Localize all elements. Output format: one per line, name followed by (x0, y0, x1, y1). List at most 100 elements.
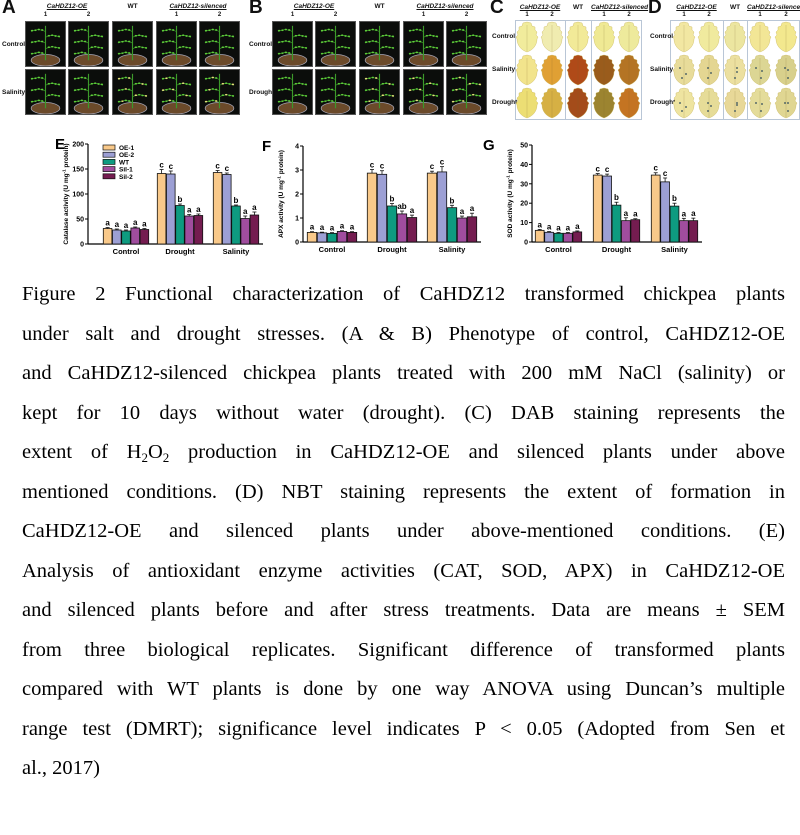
group-label-wt: WT (374, 3, 385, 10)
row-label: Drought (249, 89, 275, 96)
plant-photo (68, 69, 109, 115)
significance-letter: a (682, 209, 687, 218)
leaf-image (672, 21, 696, 53)
bar-oe-1-salinity (426, 172, 438, 243)
y-axis-label-part: -1 (506, 175, 511, 179)
legend-swatch-oe-2 (102, 151, 116, 158)
significance-letter: a (566, 223, 571, 232)
y-axis-label-part: protein) (278, 150, 285, 176)
significance-letter: b (234, 196, 239, 205)
column-number: 2 (784, 12, 788, 18)
group-divider (591, 20, 592, 120)
y-tick-label: 1 (295, 216, 299, 223)
significance-letter: a (460, 207, 465, 216)
group-label-wt: WT (572, 4, 584, 11)
legend-label: Sil-1 (119, 167, 133, 174)
bar-sil-1-drought (184, 215, 194, 245)
bar-wt-salinity (231, 205, 241, 245)
significance-letter: c (430, 162, 435, 171)
panel-letter-b: B (249, 0, 263, 18)
caption-line: Figure 2 Functional characterization of … (22, 283, 785, 305)
column-number: 2 (86, 12, 91, 18)
bar-wt-control (121, 230, 131, 245)
group-label-wt: WT (729, 4, 741, 11)
plant-photo (156, 21, 197, 67)
caption-text: extent of H (22, 441, 142, 463)
row-label: Control (492, 33, 516, 40)
significance-letter: c (663, 169, 668, 178)
y-tick-label: 50 (76, 217, 84, 224)
plant-image (117, 73, 148, 114)
plant-image (30, 25, 61, 66)
figure-caption: Figure 2 Functional characterization of … (22, 275, 785, 789)
plant-image (320, 25, 351, 66)
panel-letter-c: C (490, 0, 504, 18)
plant-photo (315, 69, 356, 115)
bar-oe-1-control (534, 229, 545, 243)
y-tick-label: 30 (520, 181, 528, 188)
bar-oe-1-salinity (650, 174, 661, 243)
y-tick-label: 4 (295, 144, 299, 151)
y-axis-label: APX activity (U mg-1 protein) (277, 150, 286, 238)
bar-oe-2-control (544, 231, 554, 243)
group-label-silenced: CaHDZ12-silenced (169, 3, 227, 10)
significance-letter: a (575, 222, 580, 231)
significance-letter: a (124, 221, 129, 230)
y-tick-label: 3 (295, 168, 299, 175)
x-category-label: Salinity (661, 245, 689, 254)
plant-photo (25, 69, 66, 115)
leaf-image (566, 87, 590, 119)
legend-label: WT (119, 159, 129, 166)
group-divider (747, 20, 748, 120)
x-category-label: Control (113, 247, 140, 256)
panel-letter-d: D (648, 0, 662, 18)
leaf-image (748, 21, 772, 53)
y-tick-label: 200 (72, 142, 84, 149)
caption-line: under salt and drought stresses. (A & B)… (22, 322, 785, 345)
row-label: Control (650, 33, 674, 40)
legend-swatch-oe-1 (102, 144, 116, 151)
column-number: 1 (290, 12, 295, 18)
y-tick-label: 50 (520, 143, 528, 150)
leaf-image (748, 54, 772, 86)
bar-sil-2-salinity (249, 214, 260, 245)
caption-line: compared with WT plants is done by one w… (22, 678, 785, 700)
plant-image (408, 25, 439, 66)
x-category-label: Salinity (223, 247, 251, 256)
bar-sil-2-drought (193, 215, 204, 245)
significance-letter: b (614, 193, 619, 202)
panel-letter-a: A (2, 0, 16, 18)
x-category-label: Drought (602, 245, 632, 254)
significance-letter: a (105, 219, 110, 228)
column-number: 1 (682, 12, 686, 18)
row-label: Salinity (650, 66, 674, 73)
leaf-image (592, 87, 616, 119)
group-label-oe: CaHDZ12-OE (293, 3, 335, 10)
bar-sil-1-salinity (240, 218, 250, 245)
significance-letter: a (624, 209, 629, 218)
bar-sil-2-salinity (688, 220, 699, 243)
significance-letter: b (672, 194, 677, 203)
significance-letter: c (215, 162, 220, 171)
caption-line: range test (DMRT); significance level in… (22, 717, 785, 740)
bar-wt-control (326, 232, 338, 243)
significance-letter: c (225, 164, 230, 173)
plant-photo (446, 21, 487, 67)
plant-image (320, 73, 351, 114)
caption-line: and CaHDZ12-silenced chickpea plants tre… (22, 362, 785, 384)
bar-oe-1-salinity (212, 172, 223, 245)
group-label-wt: WT (127, 3, 138, 10)
leaf-image (723, 54, 747, 86)
leaf-image (723, 21, 747, 53)
column-number: 2 (217, 12, 222, 18)
panel-letter: G (483, 137, 495, 154)
plant-image (30, 73, 61, 114)
caption-line: Analysis of antioxidant enzyme activitie… (22, 559, 785, 582)
bar-oe-1-control (306, 231, 318, 243)
significance-letter: a (556, 223, 561, 232)
leaf-image (748, 87, 772, 119)
significance-letter: c (159, 161, 164, 170)
leaf-image (617, 87, 641, 119)
column-number: 1 (43, 12, 48, 18)
significance-letter: a (633, 210, 638, 219)
